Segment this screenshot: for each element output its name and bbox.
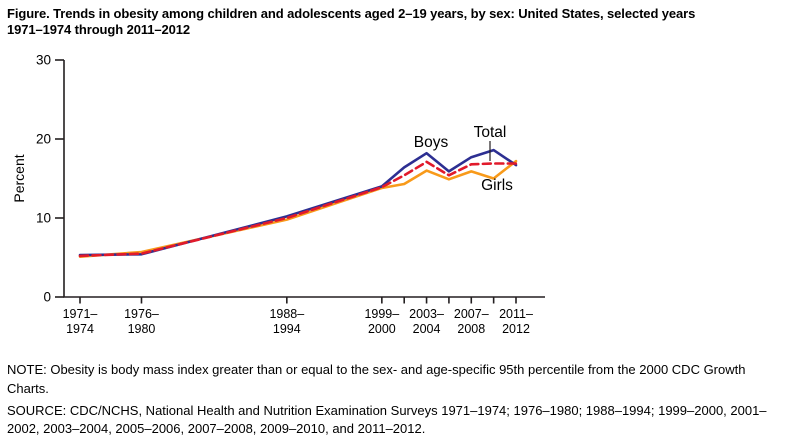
x-tick-label-top: 1988– bbox=[269, 307, 304, 321]
y-axis-title: Percent bbox=[11, 154, 27, 202]
y-tick-label: 10 bbox=[36, 211, 51, 226]
x-tick-label-bottom: 1980 bbox=[128, 322, 156, 336]
x-tick-label-top: 2007– bbox=[454, 307, 489, 321]
x-tick-label-bottom: 2012 bbox=[502, 322, 530, 336]
obesity-trends-line-chart: 0102030Percent1971–19741976–19801988–199… bbox=[11, 53, 545, 336]
boys-series-line bbox=[78, 148, 518, 257]
x-tick-label-bottom: 1994 bbox=[273, 322, 301, 336]
total-series-label: Total bbox=[474, 124, 507, 141]
boys-series-label: Boys bbox=[414, 134, 449, 151]
source-text: SOURCE: CDC/NCHS, National Health and Nu… bbox=[7, 403, 767, 436]
note-text: NOTE: Obesity is body mass index greater… bbox=[7, 362, 746, 396]
x-tick-label-bottom: 2008 bbox=[457, 322, 485, 336]
x-tick-label-top: 2011– bbox=[499, 307, 533, 321]
x-tick-label-top: 2003– bbox=[409, 307, 444, 321]
y-tick-label: 0 bbox=[43, 290, 51, 305]
x-tick-label-bottom: 2000 bbox=[368, 322, 396, 336]
girls-series-label: Girls bbox=[481, 177, 513, 194]
axes-lines bbox=[63, 60, 545, 298]
total-series-line bbox=[78, 160, 518, 258]
x-tick-label-bottom: 1974 bbox=[66, 322, 94, 336]
x-tick-label-bottom: 2004 bbox=[413, 322, 441, 336]
x-tick-label-top: 1976– bbox=[124, 307, 159, 321]
y-tick-label: 30 bbox=[36, 53, 51, 68]
x-tick-label-top: 1971– bbox=[63, 307, 98, 321]
x-tick-label-top: 1999– bbox=[364, 307, 399, 321]
figure-title: Figure. Trends in obesity among children… bbox=[7, 6, 696, 37]
y-tick-label: 20 bbox=[36, 132, 51, 147]
